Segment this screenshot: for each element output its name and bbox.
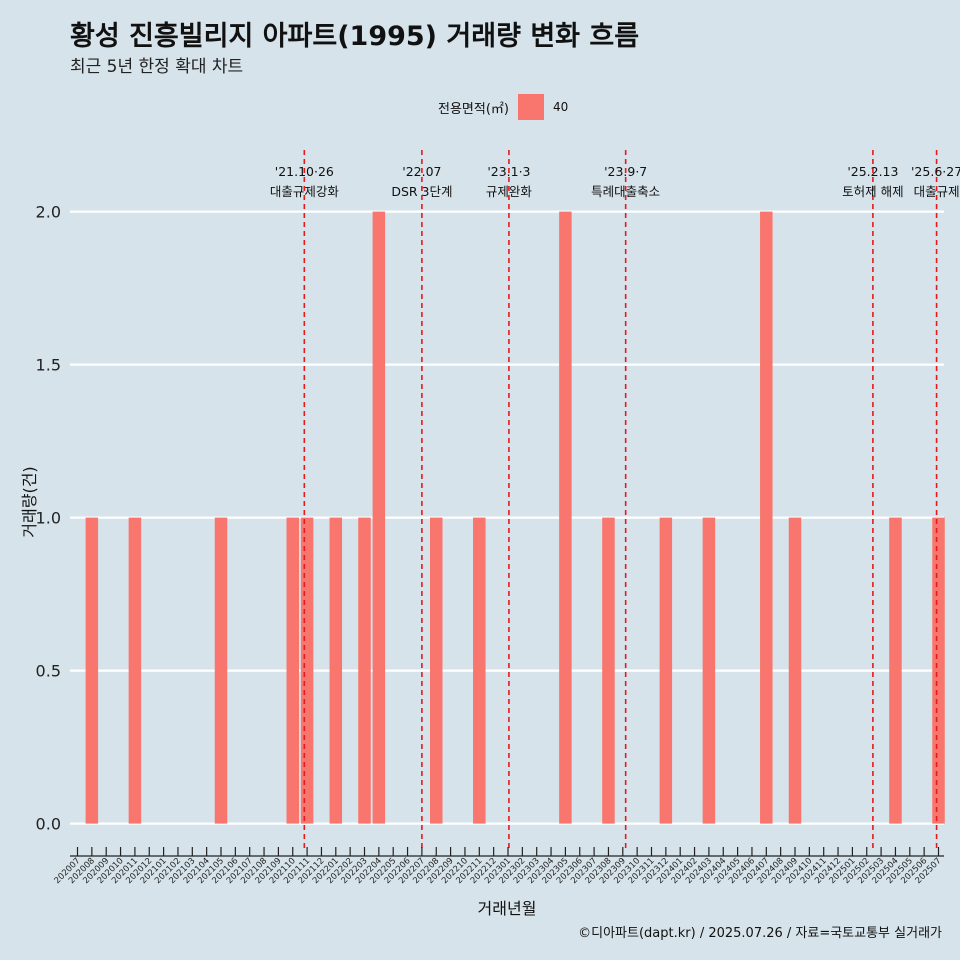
event-name-label: 대출규제강화 (270, 184, 340, 199)
event-date-label: '25.6·27 (911, 164, 960, 179)
event-name-label: 대출규제 (914, 184, 960, 199)
bar (329, 517, 343, 824)
event-name-label: DSR 3단계 (391, 184, 452, 199)
bar (358, 517, 371, 824)
event-date-label: '23.9·7 (604, 164, 647, 179)
bar (702, 517, 716, 824)
event-date-label: '25.2.13 (847, 164, 898, 179)
event-name-label: 규제완화 (486, 184, 533, 199)
y-tick-label: 1.5 (36, 356, 61, 375)
chart-subtitle: 최근 5년 한정 확대 차트 (70, 57, 244, 77)
y-tick-label: 0.0 (36, 815, 61, 834)
x-axis-title: 거래년월 (478, 899, 537, 918)
chart-title: 황성 진흥빌리지 아파트(1995) 거래량 변화 흐름 (70, 21, 640, 52)
bar (214, 517, 228, 824)
bar (430, 517, 443, 824)
event-date-label: '21.10·26 (275, 164, 334, 179)
legend-title: 전용면적(㎡) (438, 101, 509, 117)
bar (286, 517, 299, 824)
bar (932, 517, 945, 824)
bar (602, 517, 615, 824)
bar (788, 517, 802, 824)
event-name-label: 토허제 해제 (842, 184, 903, 199)
event-date-label: '23.1·3 (487, 164, 530, 179)
bar (473, 517, 486, 824)
y-tick-label: 1.0 (36, 509, 61, 528)
y-tick-label: 2.0 (36, 203, 61, 222)
legend-swatch (517, 94, 544, 120)
bar (85, 517, 99, 824)
legend: 전용면적(㎡) 40 (438, 94, 568, 120)
y-tick-label: 0.5 (36, 662, 61, 681)
bar (128, 517, 142, 824)
event-name-label: 특례대출축소 (591, 184, 660, 199)
bar (889, 517, 902, 824)
bar (559, 211, 572, 824)
event-date-label: '22.07 (402, 164, 441, 179)
bar (372, 211, 386, 824)
bar (659, 517, 673, 824)
bar (300, 517, 314, 824)
caption: ©디아파트(dapt.kr) / 2025.07.26 / 자료=국토교통부 실… (578, 926, 942, 941)
bar (760, 211, 773, 824)
y-axis-title: 거래량(건) (20, 466, 39, 537)
legend-label: 40 (552, 100, 569, 114)
